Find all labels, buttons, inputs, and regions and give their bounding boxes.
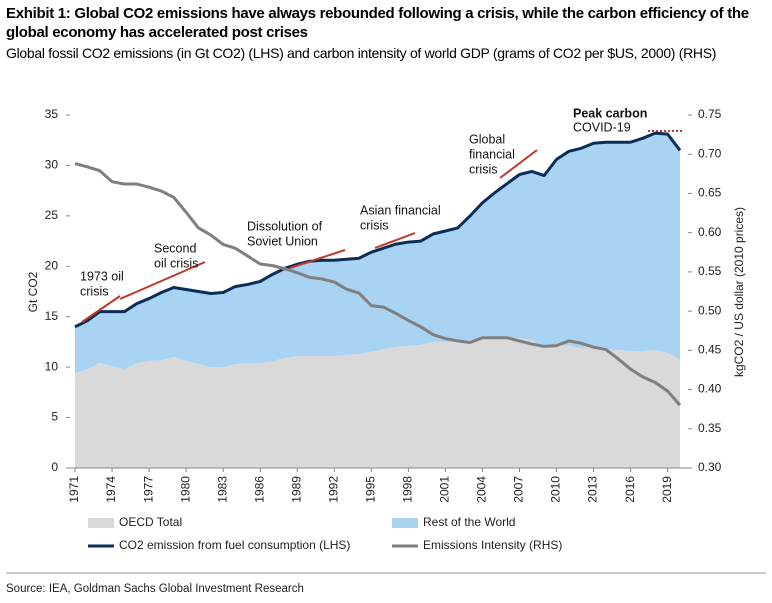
x-tick-label: 1995 bbox=[363, 476, 377, 503]
annotation-line bbox=[289, 249, 346, 269]
x-tick-label: 2007 bbox=[512, 476, 526, 503]
annotation: crisis bbox=[360, 218, 388, 232]
y2-tick-label: 0.40 bbox=[698, 382, 722, 396]
area bbox=[75, 337, 680, 468]
annotation-line bbox=[499, 149, 538, 179]
annotation: 1973 oil bbox=[80, 269, 124, 283]
y2-tick-label: 0.75 bbox=[698, 107, 722, 121]
x-tick-label: 2001 bbox=[438, 476, 452, 503]
y2-tick-label: 0.55 bbox=[698, 264, 722, 278]
annotation: crisis bbox=[469, 162, 497, 176]
annotation-line bbox=[119, 261, 206, 300]
y-tick-label: 35 bbox=[45, 107, 59, 121]
x-tick-label: 1986 bbox=[252, 476, 266, 503]
x-tick-label: 1974 bbox=[104, 476, 118, 503]
y2-tick-label: 0.35 bbox=[698, 421, 722, 435]
x-tick-label: 1980 bbox=[178, 476, 192, 503]
legend-label: Rest of the World bbox=[423, 515, 515, 529]
x-tick-label: 1977 bbox=[141, 476, 155, 503]
y-tick-label: 5 bbox=[51, 410, 58, 424]
y2-tick-label: 0.45 bbox=[698, 343, 722, 357]
y-tick-label: 25 bbox=[45, 208, 59, 222]
annotation-line bbox=[374, 232, 416, 249]
line bbox=[74, 131, 682, 329]
y-tick-label: 15 bbox=[45, 309, 59, 323]
x-tick-label: 1998 bbox=[401, 476, 415, 503]
x-tick-label: 2010 bbox=[549, 476, 563, 503]
y-tick-label: 30 bbox=[45, 158, 59, 172]
y2-tick-label: 0.60 bbox=[698, 225, 722, 239]
x-tick-label: 2004 bbox=[475, 476, 489, 503]
x-tick-label: 1989 bbox=[289, 476, 303, 503]
y2-axis-label: kgCO2 / US dollar (2010 prices) bbox=[732, 207, 746, 377]
x-tick-label: 2013 bbox=[586, 476, 600, 503]
legend-label: OECD Total bbox=[119, 515, 182, 529]
annotation: Global bbox=[469, 132, 505, 146]
legend-label: CO2 emission from fuel consumption (LHS) bbox=[119, 538, 350, 552]
y2-tick-label: 0.65 bbox=[698, 186, 722, 200]
y2-tick-label: 0.70 bbox=[698, 146, 722, 160]
annotation: Dissolution of bbox=[247, 219, 323, 233]
annotation: COVID-19 bbox=[573, 120, 631, 134]
y-tick-label: 10 bbox=[45, 359, 59, 373]
annotation-line bbox=[81, 295, 121, 323]
area bbox=[75, 133, 680, 374]
x-tick-label: 2016 bbox=[623, 476, 637, 503]
y-axis-label: Gt CO2 bbox=[26, 271, 40, 312]
annotation: Soviet Union bbox=[247, 234, 318, 248]
y2-tick-label: 0.50 bbox=[698, 303, 722, 317]
annotation: oil crisis bbox=[154, 256, 198, 270]
x-tick-label: 1983 bbox=[215, 476, 229, 503]
annotation: Second bbox=[154, 241, 196, 255]
x-tick-label: 2019 bbox=[660, 476, 674, 503]
line bbox=[74, 162, 682, 407]
legend-swatch bbox=[392, 518, 418, 528]
x-tick-label: 1971 bbox=[67, 476, 81, 503]
y-tick-label: 0 bbox=[51, 460, 58, 474]
y2-tick-label: 0.30 bbox=[698, 460, 722, 474]
annotation: Peak carbon bbox=[573, 106, 647, 120]
legend-swatch bbox=[88, 518, 114, 528]
x-tick-label: 1992 bbox=[326, 476, 340, 503]
annotation: Asian financial bbox=[360, 203, 441, 217]
y-tick-label: 20 bbox=[45, 258, 59, 272]
annotation: crisis bbox=[80, 284, 108, 298]
legend-label: Emissions Intensity (RHS) bbox=[423, 538, 562, 552]
source: Source: IEA, Goldman Sachs Global Invest… bbox=[6, 583, 304, 595]
annotation: financial bbox=[469, 147, 515, 161]
chart-subtitle: Global fossil CO2 emissions (in Gt CO2) … bbox=[6, 45, 717, 61]
chart-title: Exhibit 1: Global CO2 emissions have alw… bbox=[6, 5, 749, 41]
